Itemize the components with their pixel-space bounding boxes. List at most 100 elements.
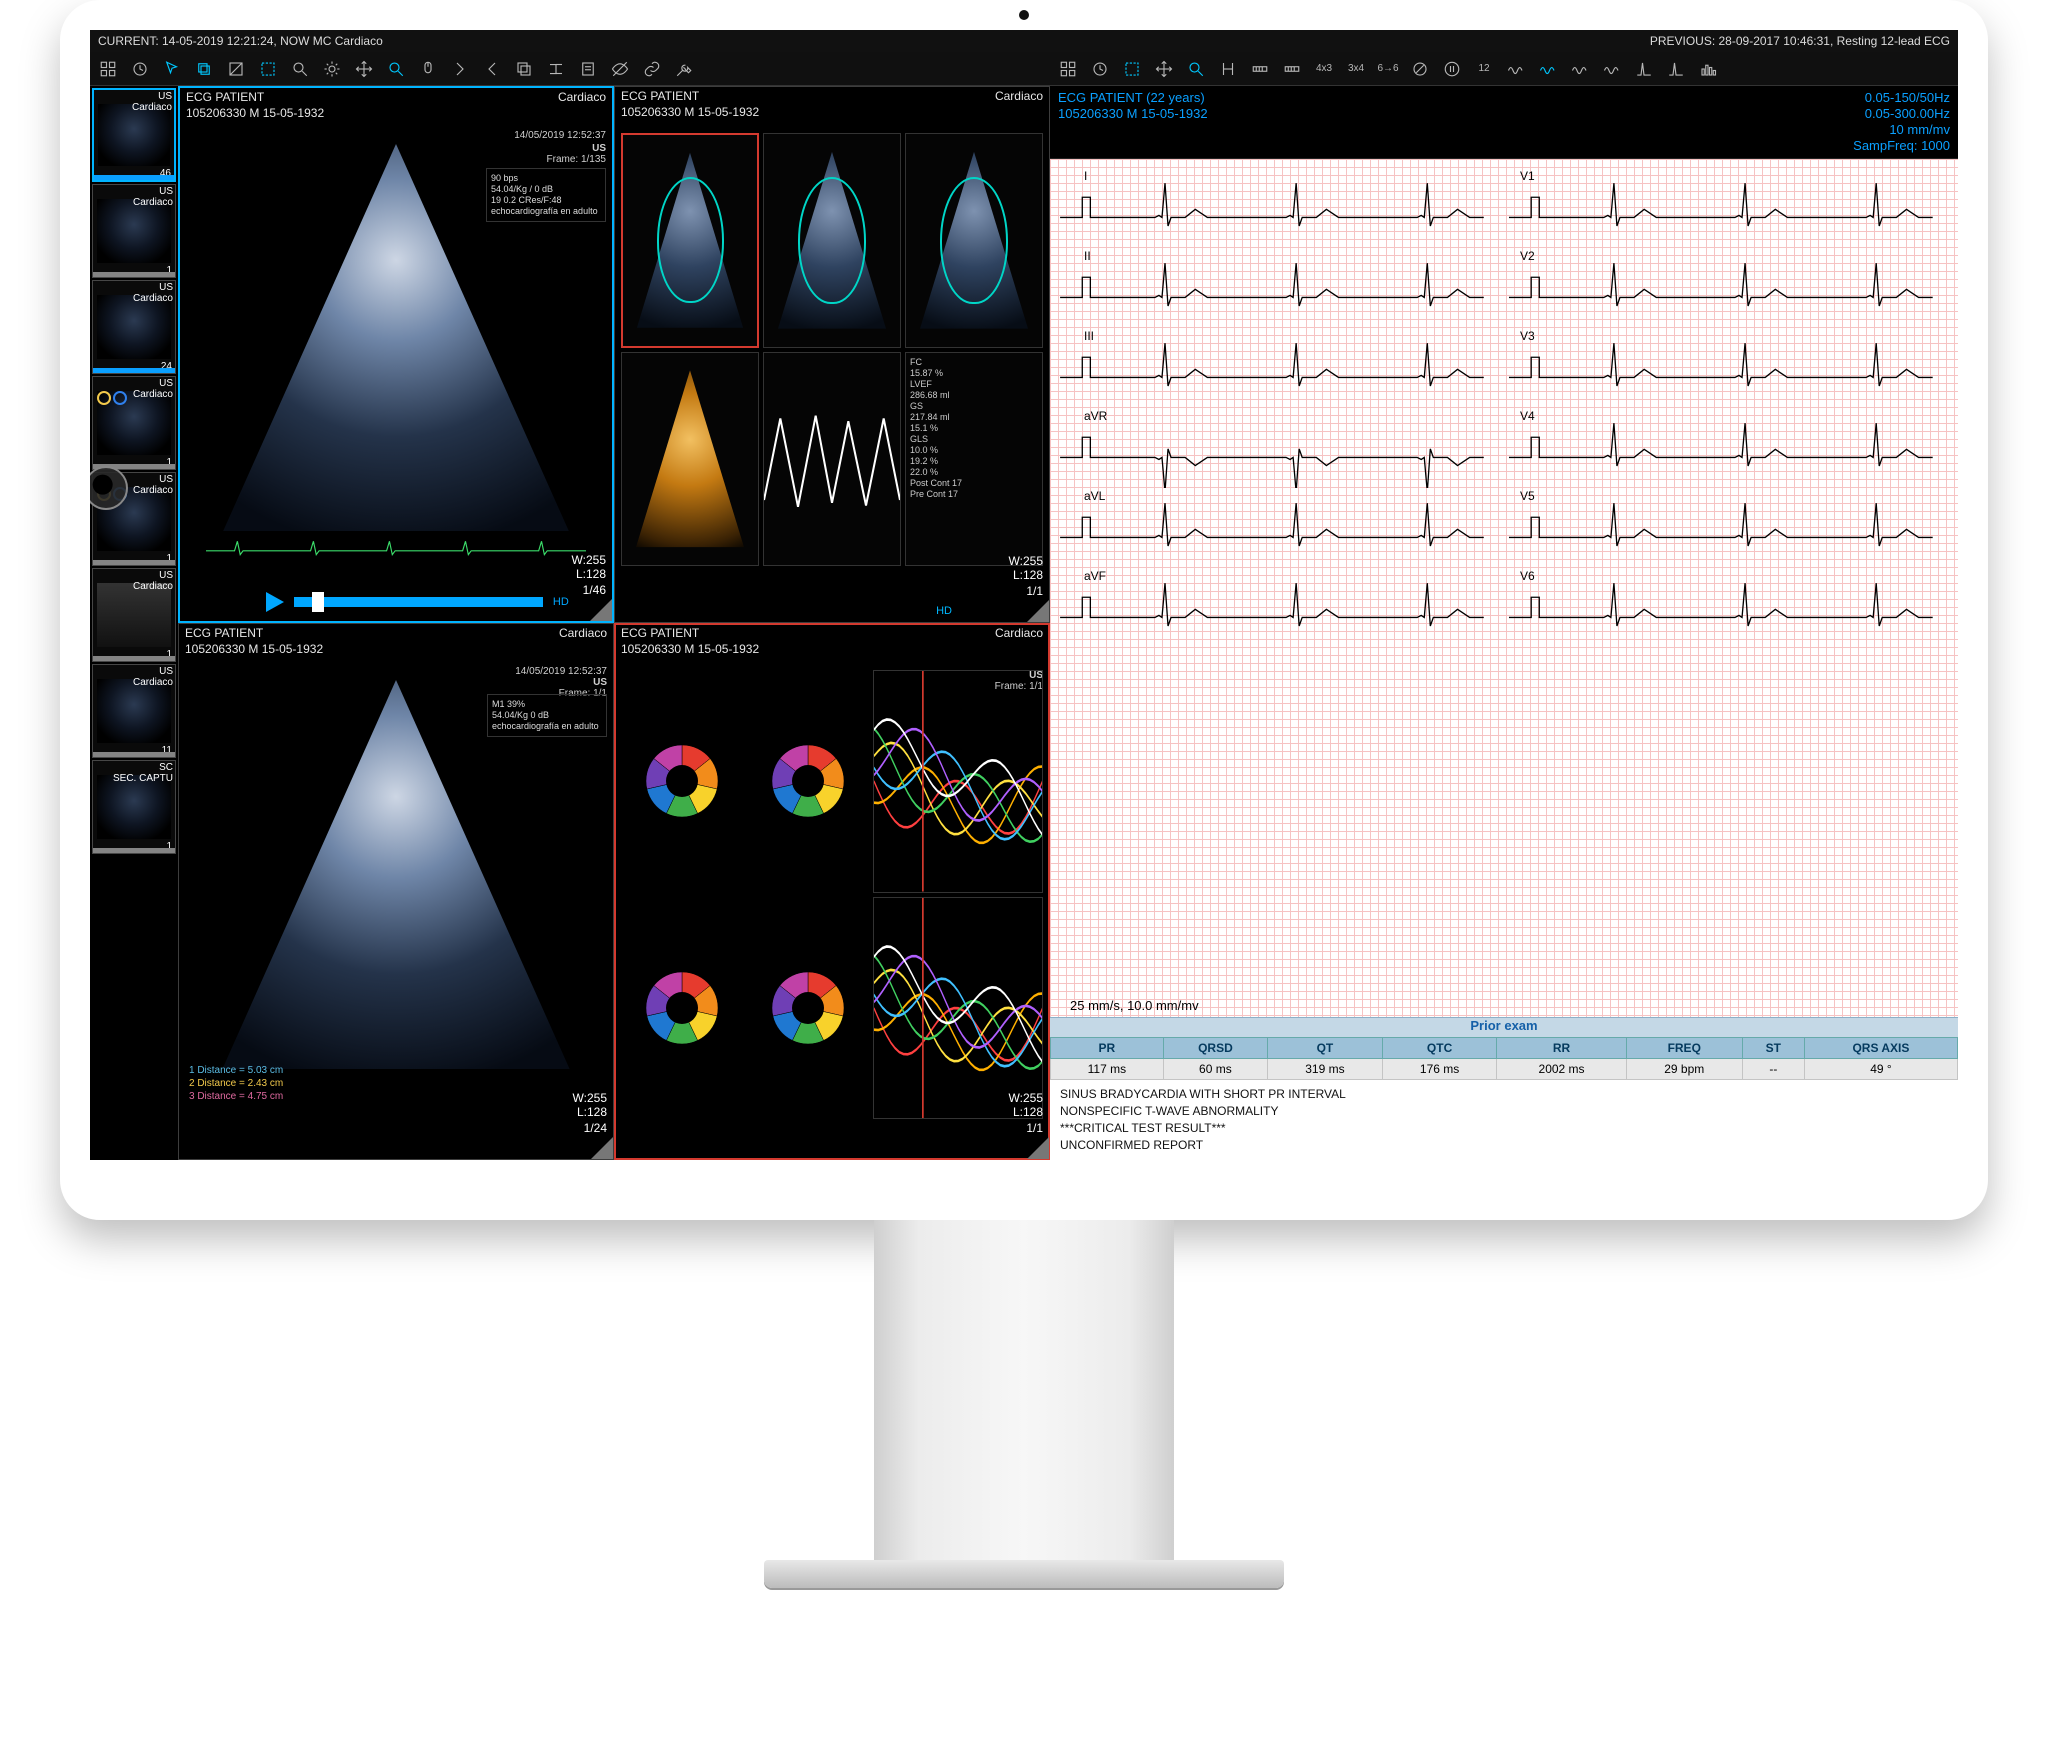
bullseye-ring [747,670,869,893]
region-icon[interactable] [254,55,282,83]
table-header: ST [1742,1038,1804,1059]
multiview-panel: FC15.87 %LVEF286.68 mlGS217.84 ml15.1 %G… [621,133,1043,566]
monitor-bezel: CURRENT: 14-05-2019 12:21:24, NOW MC Car… [60,0,1988,1220]
cine-slider[interactable] [294,597,543,607]
thumbnail[interactable]: USCardiaco1 [92,568,176,662]
view-top-left[interactable]: ECG PATIENTCardiaco 105206330 M 15-05-19… [178,86,614,623]
table-header: QT [1268,1038,1383,1059]
thumbnail[interactable]: SCSEC. CAPTU1 [92,760,176,854]
zoom-icon[interactable] [286,55,314,83]
layout-icon[interactable] [94,55,122,83]
no-select-icon[interactable] [222,55,250,83]
ecg-wave-c-icon[interactable] [1566,55,1594,83]
mini-view-a3c[interactable] [905,133,1043,348]
mini-view-3d[interactable] [621,352,759,567]
imaging-pane: USCardiaco46USCardiaco1USCardiaco24USCar… [90,86,1050,1160]
ecg-trace-overlay [206,535,586,559]
info-bar: CURRENT: 14-05-2019 12:21:24, NOW MC Car… [90,30,1958,52]
resize-handle-icon[interactable] [590,599,612,621]
ecg-wave-d-icon[interactable] [1598,55,1626,83]
ecg-zoom-icon[interactable] [1182,55,1210,83]
ecg-toolbar: 4x33x46→6 12 [1050,52,1958,86]
ecg-peak-b-icon[interactable] [1662,55,1690,83]
view-bottom-right[interactable]: ECG PATIENTCardiaco 105206330 M 15-05-19… [614,623,1050,1160]
history-icon[interactable] [126,55,154,83]
ecg-peak-a-icon[interactable] [1630,55,1658,83]
note-icon[interactable] [574,55,602,83]
table-cell: -- [1742,1059,1804,1080]
next-icon[interactable] [446,55,474,83]
thumbnail[interactable]: USCardiaco1 [92,376,176,470]
current-study-label: CURRENT: 14-05-2019 12:21:24, NOW MC Car… [98,34,383,48]
thumbnail[interactable]: USCardiaco11 [92,664,176,758]
ecg-3x4-btn[interactable]: 3x4 [1342,55,1370,83]
ecg-patient-id: 105206330 M 15-05-1932 [1058,106,1208,122]
flip-icon[interactable] [542,55,570,83]
select-icon[interactable] [158,55,186,83]
magnifier-icon[interactable] [90,466,128,510]
ecg-wave-b-icon[interactable] [1534,55,1562,83]
ecg-wave-a-icon[interactable] [1502,55,1530,83]
ecg-ruler2-icon[interactable] [1278,55,1306,83]
ecg-reload-icon[interactable] [1086,55,1114,83]
ecg-ruler-icon[interactable] [1246,55,1274,83]
ecg-6plus6-btn[interactable]: 6→6 [1374,55,1402,83]
ecg-filters: 0.05-150/50Hz0.05-300.00Hz10 mm/mvSampFr… [1853,90,1950,154]
resize-handle-icon[interactable] [1027,1137,1049,1159]
screen: CURRENT: 14-05-2019 12:21:24, NOW MC Car… [90,30,1958,1160]
ecg-region-icon[interactable] [1118,55,1146,83]
ecg-pause-icon[interactable] [1438,55,1466,83]
zoom-active-icon[interactable] [382,55,410,83]
camera-dot [1019,10,1029,20]
imaging-toolbar [90,52,1050,86]
series-thumbnails: USCardiaco46USCardiaco1USCardiaco24USCar… [90,86,178,1160]
mouse-icon[interactable] [414,55,442,83]
resize-handle-icon[interactable] [1027,600,1049,622]
prev-icon[interactable] [478,55,506,83]
table-cell: 319 ms [1268,1059,1383,1080]
mini-view-a2c[interactable] [763,133,901,348]
distance-measurements: 1 Distance = 5.03 cm2 Distance = 2.43 cm… [189,1064,283,1103]
cine-controls: HD [266,589,568,615]
view-bottom-left[interactable]: ECG PATIENTCardiaco 105206330 M 15-05-19… [178,623,614,1160]
ecg-lead-row: aVLV5 [1050,487,1958,567]
table-header: FREQ [1626,1038,1742,1059]
thumbnail[interactable]: USCardiaco1 [92,184,176,278]
series-icon[interactable] [510,55,538,83]
ecg-hist-icon[interactable] [1694,55,1722,83]
ecg-waveform-area[interactable]: IV1IIV2IIIV3aVRV4aVLV5aVFV6 25 mm/s, 10.… [1050,159,1958,1017]
mini-view-a4c[interactable] [621,133,759,348]
pan-icon[interactable] [350,55,378,83]
brightness-icon[interactable] [318,55,346,83]
prior-exam-bar[interactable]: Prior exam [1050,1017,1958,1037]
ecg-calipers-icon[interactable] [1214,55,1242,83]
ecg-lead-row: IIV2 [1050,247,1958,327]
mini-metrics: FC15.87 %LVEF286.68 mlGS217.84 ml15.1 %G… [905,352,1043,567]
view-top-right[interactable]: ECG PATIENTCardiaco 105206330 M 15-05-19… [614,86,1050,623]
bullseye-ring [747,897,869,1120]
ecg-avg-icon[interactable] [1406,55,1434,83]
previous-study-label: PREVIOUS: 28-09-2017 10:46:31, Resting 1… [1650,34,1950,48]
ecg-4x3-btn[interactable]: 4x3 [1310,55,1338,83]
thumbnail[interactable]: USCardiaco46 [92,88,176,182]
tools-icon[interactable] [670,55,698,83]
ecg-12-btn[interactable]: 12 [1470,55,1498,83]
copy-icon[interactable] [190,55,218,83]
link-icon[interactable] [638,55,666,83]
ecg-lead-row: IIIV3 [1050,327,1958,407]
mini-plot-volume [763,352,901,567]
table-cell: 176 ms [1382,1059,1497,1080]
bullseye-ring [621,897,743,1120]
play-button[interactable] [266,592,284,612]
monitor-stand-base [764,1560,1284,1588]
hd-badge: HD [553,596,569,608]
imaging-grid: ECG PATIENTCardiaco 105206330 M 15-05-19… [178,86,1050,1160]
ecg-layout-icon[interactable] [1054,55,1082,83]
ecg-pan-icon[interactable] [1150,55,1178,83]
table-header: PR [1051,1038,1164,1059]
table-header: RR [1497,1038,1626,1059]
ecg-header: ECG PATIENT (22 years) 105206330 M 15-05… [1050,86,1958,159]
hide-overlay-icon[interactable] [606,55,634,83]
resize-handle-icon[interactable] [591,1137,613,1159]
thumbnail[interactable]: USCardiaco24 [92,280,176,374]
